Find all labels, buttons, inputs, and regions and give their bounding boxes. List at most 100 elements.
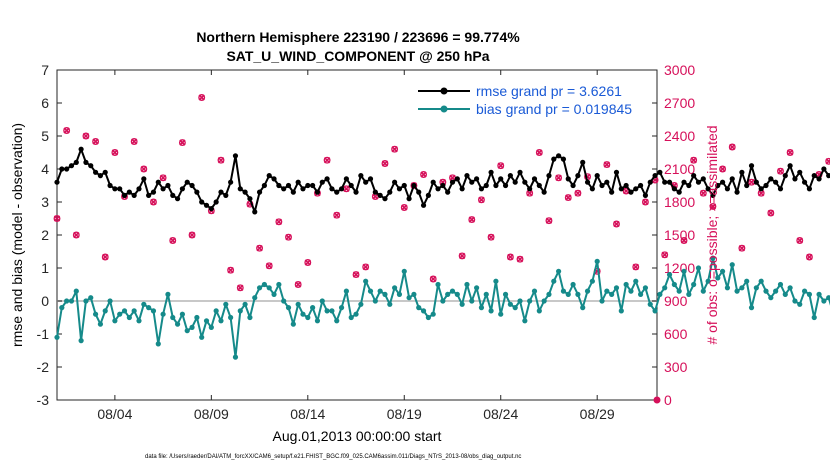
bias-point bbox=[609, 291, 615, 297]
obs-possible-marker bbox=[159, 174, 167, 182]
rmse-point bbox=[642, 192, 649, 198]
obs-possible-marker bbox=[92, 138, 100, 145]
bias-point bbox=[160, 311, 166, 317]
bias-point bbox=[367, 288, 374, 294]
bias-point bbox=[628, 288, 634, 294]
bias-point bbox=[411, 291, 417, 297]
bias-point bbox=[445, 291, 451, 297]
obs-possible-marker bbox=[728, 143, 736, 151]
obs-possible-marker bbox=[275, 218, 283, 226]
rmse-point bbox=[266, 173, 272, 179]
rmse-point bbox=[498, 176, 504, 182]
rmse-point bbox=[377, 192, 383, 198]
rmse-point bbox=[633, 186, 639, 192]
bias-point bbox=[748, 305, 755, 311]
bias-point bbox=[141, 301, 147, 307]
bias-point bbox=[758, 278, 764, 284]
bias-point bbox=[401, 268, 407, 274]
rmse-point bbox=[256, 189, 263, 195]
bias-point bbox=[551, 278, 557, 284]
bias-point bbox=[666, 272, 673, 278]
bias-point bbox=[787, 285, 793, 291]
rmse-point bbox=[657, 169, 663, 175]
rmse-point bbox=[821, 166, 827, 172]
obs-possible-marker bbox=[188, 231, 196, 239]
rmse-point bbox=[806, 186, 813, 192]
bias-point bbox=[242, 301, 248, 307]
bias-point bbox=[276, 281, 282, 288]
obs-assimilated-marker bbox=[729, 143, 736, 151]
obs-possible-marker bbox=[400, 204, 408, 211]
bias-point bbox=[782, 291, 788, 297]
rmse-point bbox=[826, 173, 830, 179]
bias-point bbox=[170, 314, 176, 321]
bias-point bbox=[131, 308, 137, 314]
y-left-tick-label: 6 bbox=[41, 95, 49, 111]
obs-assimilated-marker bbox=[63, 127, 70, 134]
bias-point bbox=[459, 301, 465, 307]
rmse-point bbox=[247, 196, 253, 202]
obs-assimilated-marker bbox=[150, 198, 157, 206]
rmse-point bbox=[671, 186, 677, 192]
rmse-point bbox=[570, 182, 576, 189]
obs-assimilated-marker bbox=[73, 231, 80, 239]
bias-point bbox=[806, 291, 813, 297]
rmse-point bbox=[782, 173, 788, 179]
rmse-point bbox=[719, 179, 726, 185]
obs-assimilated-marker bbox=[131, 138, 138, 145]
rmse-point bbox=[628, 189, 634, 195]
obs-assimilated-marker bbox=[430, 275, 437, 283]
bias-point bbox=[560, 288, 567, 294]
rmse-point bbox=[792, 176, 798, 182]
bias-point bbox=[753, 285, 759, 291]
bias-point bbox=[474, 285, 480, 291]
rmse-point bbox=[435, 186, 441, 192]
bias-point bbox=[724, 285, 731, 291]
bias-point bbox=[305, 314, 311, 321]
x-tick-label: 08/09 bbox=[194, 406, 229, 422]
rmse-point bbox=[295, 179, 301, 185]
bias-point bbox=[213, 308, 219, 314]
obs-assimilated-marker bbox=[555, 174, 562, 181]
rmse-point bbox=[811, 173, 817, 179]
legend-rmse-marker bbox=[440, 87, 448, 95]
rmse-point bbox=[797, 169, 803, 175]
obs-assimilated-marker bbox=[352, 271, 360, 278]
legend-bias-label: bias grand pr = 0.019845 bbox=[476, 101, 632, 117]
rmse-point bbox=[232, 153, 239, 159]
axis-ticks: -3 -2 -1 0 1 2 3 4 5 6 7 0 300 600 900 1200 1500 1800 2100… bbox=[37, 62, 696, 422]
rmse-point bbox=[78, 146, 84, 152]
obs-possible-marker bbox=[545, 217, 553, 225]
obs-assimilated-marker bbox=[401, 204, 408, 211]
rmse-point bbox=[126, 189, 132, 195]
obs-assimilated-marker bbox=[111, 149, 119, 156]
rmse-point bbox=[54, 179, 60, 185]
rmse-point bbox=[710, 192, 716, 198]
bias-point bbox=[821, 298, 827, 304]
y-left-tick-label: 7 bbox=[41, 62, 49, 78]
obs-possible-marker bbox=[458, 252, 466, 260]
bias-point bbox=[512, 305, 518, 311]
rmse-point bbox=[107, 182, 113, 189]
bias-point bbox=[194, 314, 200, 321]
rmse-point bbox=[584, 179, 591, 185]
bias-point bbox=[165, 291, 171, 297]
obs-possible-marker bbox=[719, 165, 727, 173]
obs-possible-marker bbox=[304, 259, 312, 266]
rmse-point bbox=[92, 169, 99, 175]
obs-possible-marker bbox=[429, 275, 437, 283]
obs-assimilated-marker bbox=[536, 149, 543, 156]
bias-point bbox=[435, 281, 441, 288]
y-right-tick-label: 300 bbox=[664, 359, 688, 375]
rmse-point bbox=[285, 182, 292, 189]
x-tick-label: 08/24 bbox=[483, 406, 518, 422]
obs-assimilated-marker bbox=[796, 237, 803, 244]
rmse-point bbox=[638, 182, 644, 189]
bias-point bbox=[54, 334, 60, 340]
bias-point bbox=[223, 301, 229, 307]
rmse-point bbox=[353, 189, 359, 195]
rmse-point bbox=[83, 159, 89, 165]
bias-point bbox=[613, 285, 620, 291]
bias-point bbox=[73, 288, 79, 294]
rmse-point bbox=[372, 189, 378, 195]
